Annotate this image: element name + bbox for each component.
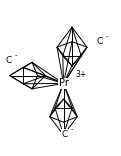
Text: C: C: [96, 37, 102, 46]
Text: Pr: Pr: [59, 78, 68, 88]
Text: 3+: 3+: [75, 70, 86, 79]
Text: -: -: [15, 52, 18, 58]
Text: C: C: [61, 130, 67, 139]
Text: -: -: [106, 33, 108, 39]
Text: C: C: [5, 56, 12, 65]
Text: -: -: [71, 126, 73, 132]
